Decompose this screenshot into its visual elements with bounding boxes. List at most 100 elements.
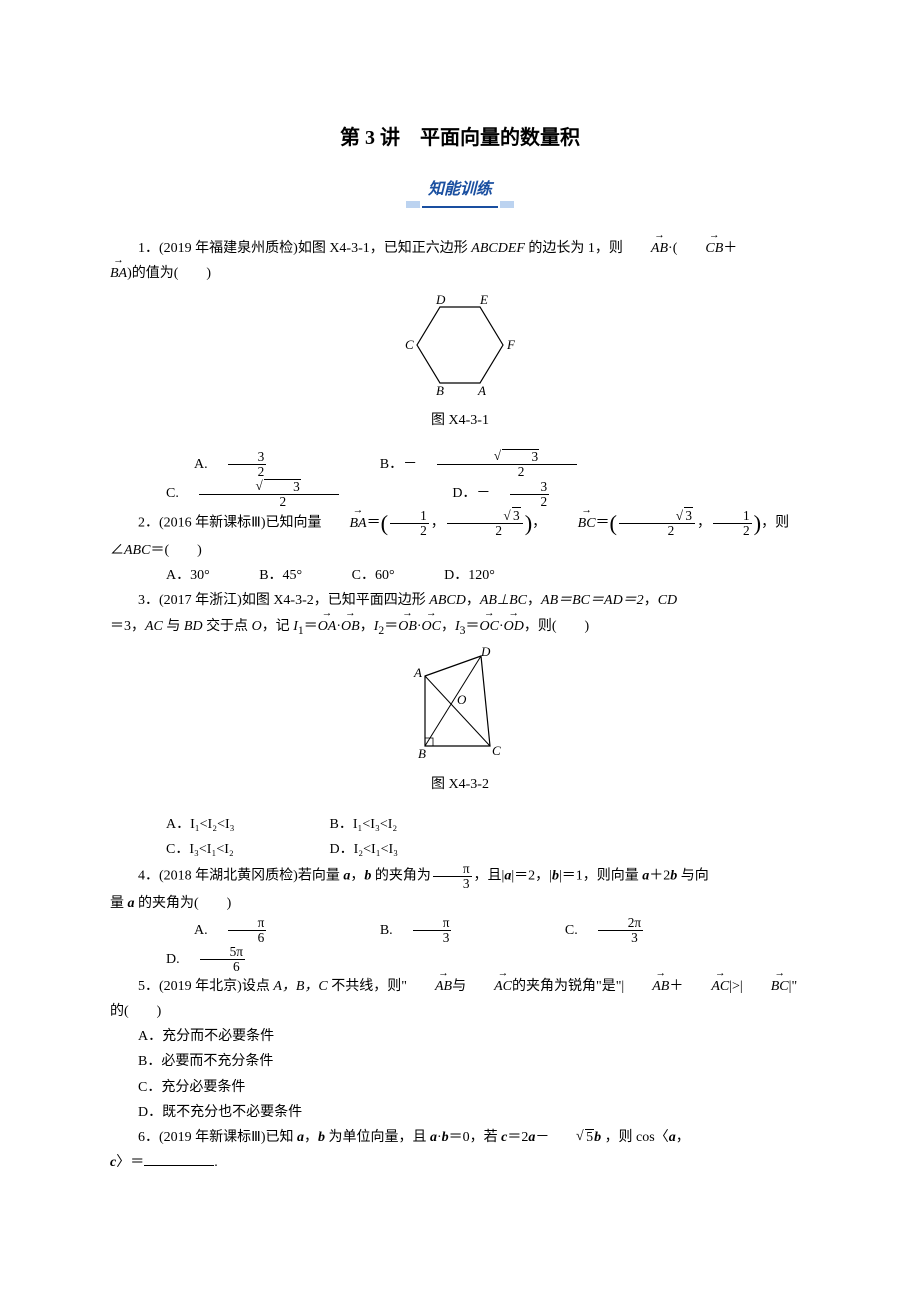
q5-plus: ＋	[669, 979, 683, 994]
q3-vec-oc2: OC	[480, 614, 499, 639]
q3-optD: D．I₂<I₁<I₃	[302, 837, 462, 862]
q6-td: 〉＝	[116, 1155, 144, 1170]
q5-optB: B．必要而不充分条件	[110, 1049, 810, 1074]
hex-label-a: A	[477, 383, 486, 398]
q1-optC-den: 2	[199, 495, 339, 509]
q6-blank	[144, 1152, 214, 1166]
q5-gt: |>|	[729, 979, 743, 994]
q3-eq1: ＝	[304, 619, 318, 634]
q4-th: 的夹角为( )	[135, 896, 232, 911]
q3-cd: CD	[658, 593, 677, 608]
q4-optC-den: 3	[598, 931, 643, 945]
q5-vec-bc: BC	[743, 974, 789, 999]
q2-bc-y: 12	[713, 509, 752, 538]
q3-lbl-b: B	[418, 746, 426, 761]
q4-optB: B.π3	[324, 916, 488, 945]
q4-optB-den: 3	[413, 931, 452, 945]
q3-vec-ob: OB	[341, 614, 360, 639]
q2-text-a: 2．(2016 年新课标Ⅲ)已知向量	[138, 516, 321, 531]
q1-optB-den: 2	[437, 465, 577, 479]
q3-lbl-o: O	[457, 692, 467, 707]
q2-bc-x: 32	[619, 509, 695, 538]
q3-cm2: ，	[441, 619, 455, 634]
q4-optA-frac: π6	[228, 916, 285, 945]
q1-vec-cb: CB	[677, 236, 723, 261]
q6-eq0: ＝0，若	[449, 1130, 502, 1145]
q1-options: A.32 B．－32 C.32 D．－32	[110, 449, 810, 509]
q1-text-a: 1．(2019 年福建泉州质检)如图 X4-3-1，已知正六边形	[138, 241, 471, 256]
q1-optB-rad: 3	[502, 449, 539, 464]
q1-optB-frac: 32	[437, 449, 595, 479]
q3-lbl-c: C	[492, 743, 501, 758]
q1-optD-label: D．－	[424, 481, 490, 506]
q5-optD: D．既不充分也不必要条件	[110, 1100, 810, 1125]
q5-optC: C．充分必要条件	[110, 1075, 810, 1100]
q4-stem-line2: 量 a 的夹角为( )	[110, 891, 810, 916]
q6-b1: b	[318, 1130, 325, 1145]
q5-stem-line2: 的( )	[110, 999, 810, 1024]
q4-optA: A.π6	[138, 916, 302, 945]
q5-vec-ab2: AB	[624, 974, 669, 999]
q2-vec-ba: BA	[321, 511, 366, 536]
q2-bc2: 2	[619, 524, 695, 538]
q2-ba3n: 3	[447, 509, 523, 524]
q3-optC: C．I₃<I₁<I₂	[138, 837, 298, 862]
q1-optB-num: 3	[437, 449, 577, 465]
diag-bd	[425, 656, 481, 746]
quad-svg: A D B C O	[395, 646, 525, 766]
q4-optD-den: 6	[200, 960, 245, 974]
q3-stem-line2: ＝3，AC 与 BD 交于点 O，记 I1＝OA·OB，I2＝OB·OC，I3＝…	[110, 614, 810, 641]
q4-optD-num: 5π	[200, 945, 245, 960]
subtitle: 知能训练	[422, 176, 498, 208]
q1-optA-frac: 32	[228, 450, 285, 479]
q2-rp2: )	[754, 511, 761, 536]
q3-lbl-d: D	[480, 646, 491, 659]
hex-label-d: D	[435, 292, 446, 307]
hex-label-f: F	[506, 337, 516, 352]
q5-vec-ac2: AC	[683, 974, 729, 999]
q5-vec-ab1: AB	[407, 974, 452, 999]
q3-with: 与	[163, 619, 184, 634]
q1-hexname: ABCDEF	[471, 241, 525, 256]
q2-optA: A．30°	[138, 563, 210, 588]
q4-b2: b	[552, 869, 559, 884]
q5-td: |"	[789, 979, 798, 994]
q4-tc: ，且|	[474, 869, 505, 884]
q2-ba1: 1	[390, 509, 429, 524]
q4-te: |＝1，则向量	[559, 869, 642, 884]
q3-tg: ，记	[262, 619, 294, 634]
q4-pi: π	[433, 862, 472, 877]
hexagon-shape	[417, 307, 503, 383]
q2-ba-y: 32	[447, 509, 523, 538]
q2-bc1: 3	[684, 507, 693, 523]
q4-stem-line1: 4．(2018 年湖北黄冈质检)若向量 a，b 的夹角为π3，且|a|＝2，|b…	[110, 862, 810, 891]
q4-angle-frac: π3	[433, 862, 472, 891]
q3-O: O	[252, 619, 262, 634]
diag-ac	[425, 676, 490, 746]
q3-optA: A．I₁<I₂<I₃	[138, 812, 298, 837]
q6-cm2: ，	[676, 1130, 690, 1145]
hexagon-svg: D E C F B A	[390, 292, 530, 402]
q3-fig-caption: 图 X4-3-2	[110, 772, 810, 797]
q6-rad5: 5	[585, 1129, 594, 1145]
q4-optD-frac: 5π6	[200, 945, 263, 974]
q5-and: 与	[452, 979, 466, 994]
q3-vec-od: OD	[504, 614, 524, 639]
q2-eq1: ＝	[367, 516, 381, 531]
q1-fig-caption: 图 X4-3-1	[110, 408, 810, 433]
q4-cm: ，	[350, 869, 364, 884]
q6-stem-line2: c〉＝.	[110, 1150, 810, 1175]
q5-tc: 的夹角为锐角"是"|	[512, 979, 624, 994]
q2-ba2: 2	[390, 524, 429, 538]
q1-figure: D E C F B A	[110, 292, 810, 402]
q3-eq3: ＝	[466, 619, 480, 634]
q2-stem: 2．(2016 年新课标Ⅲ)已知向量BA＝(12，32)， BC＝(32，12)…	[110, 509, 810, 563]
q2-c2: ，	[532, 516, 546, 531]
q3-tb: ，	[466, 593, 480, 608]
hex-label-c: C	[405, 337, 414, 352]
q1-optB: B．－32	[324, 449, 613, 479]
q4-optC: C.2π3	[509, 916, 679, 945]
q6-b2: b	[442, 1130, 449, 1145]
q2-bc4: 2	[713, 524, 752, 538]
q3-lbl-a: A	[413, 665, 422, 680]
